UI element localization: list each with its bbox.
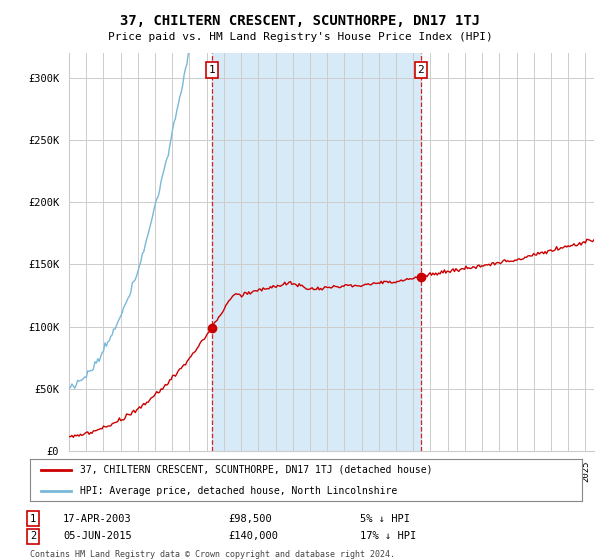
Text: 37, CHILTERN CRESCENT, SCUNTHORPE, DN17 1TJ: 37, CHILTERN CRESCENT, SCUNTHORPE, DN17 … [120,14,480,28]
Text: HPI: Average price, detached house, North Lincolnshire: HPI: Average price, detached house, Nort… [80,486,397,496]
Text: 5% ↓ HPI: 5% ↓ HPI [360,514,410,524]
Text: 05-JUN-2015: 05-JUN-2015 [63,531,132,542]
Text: 1: 1 [208,65,215,75]
Text: £98,500: £98,500 [228,514,272,524]
Text: 2: 2 [417,65,424,75]
Text: 1: 1 [30,514,36,524]
Text: 17-APR-2003: 17-APR-2003 [63,514,132,524]
Text: £140,000: £140,000 [228,531,278,542]
Text: 37, CHILTERN CRESCENT, SCUNTHORPE, DN17 1TJ (detached house): 37, CHILTERN CRESCENT, SCUNTHORPE, DN17 … [80,465,432,475]
Text: 2: 2 [30,531,36,542]
Text: Price paid vs. HM Land Registry's House Price Index (HPI): Price paid vs. HM Land Registry's House … [107,32,493,43]
Bar [212,53,421,451]
Text: 17% ↓ HPI: 17% ↓ HPI [360,531,416,542]
Text: Contains HM Land Registry data © Crown copyright and database right 2024.
This d: Contains HM Land Registry data © Crown c… [30,550,395,560]
